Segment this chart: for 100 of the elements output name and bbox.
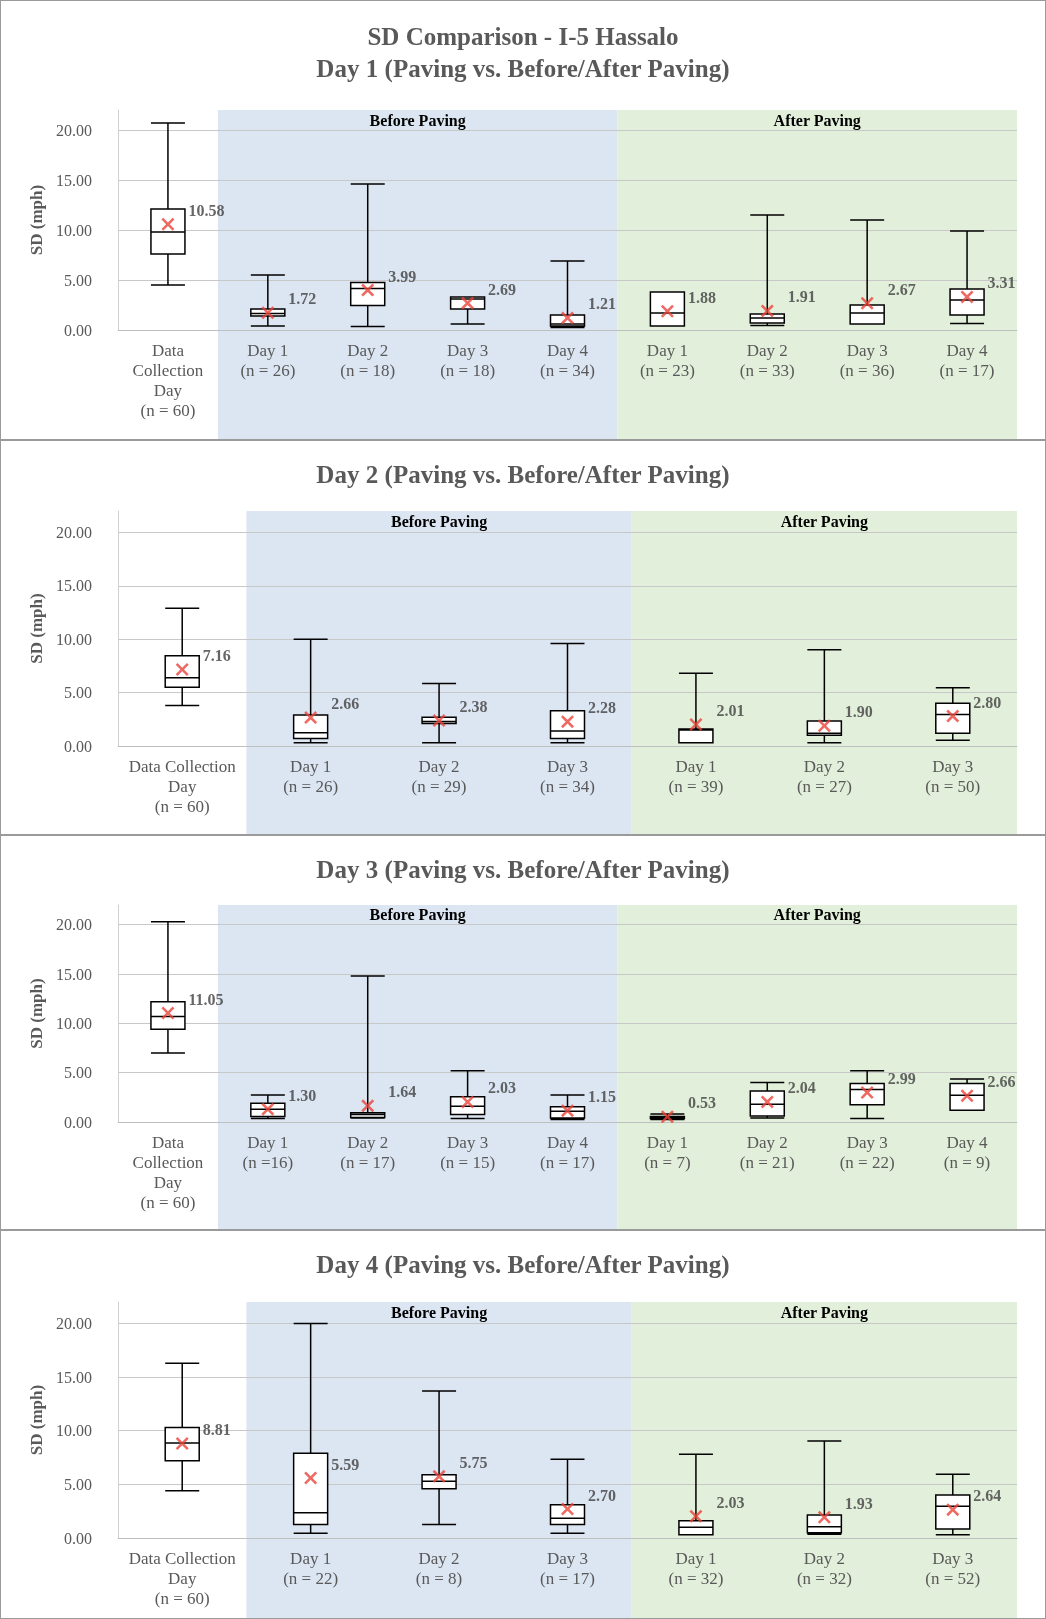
text: 2.04: [787, 1079, 816, 1097]
x-tick-label: Day 2 (n = 21): [739, 1132, 795, 1172]
y-tick-label: 5.00: [64, 684, 92, 702]
y-axis-title: SD (mph): [27, 593, 47, 664]
x-tick-label: Day 2 (n = 18): [340, 340, 396, 380]
text: 2.38: [459, 698, 488, 716]
text: 2.66: [331, 695, 360, 713]
x-tick-label: Data Collection Day (n = 60): [128, 756, 237, 816]
y-tick-label: 20.00: [56, 916, 92, 934]
y-tick-label: 10.00: [56, 1422, 92, 1440]
y-tick-label: 0.00: [64, 1113, 92, 1131]
text: 2.67: [887, 280, 916, 298]
text: 7.16: [202, 647, 231, 665]
band-label: After Paving: [773, 111, 861, 130]
x-tick-label: Day 4 (n = 34): [540, 340, 595, 380]
text: 11.05: [188, 990, 224, 1008]
chart-title: Day 2 (Paving vs. Before/After Paving): [316, 461, 730, 489]
x-tick-label: Day 3 (n = 17): [540, 1548, 595, 1588]
x-tick-label: Day 3 (n = 52): [925, 1548, 981, 1588]
x-tick-label: Data Collection Day (n = 60): [128, 1548, 237, 1608]
text: 2.64: [973, 1487, 1002, 1505]
chart-title: Day 3 (Paving vs. Before/After Paving): [316, 856, 730, 884]
band-label: Before Paving: [369, 906, 466, 925]
text: 2.03: [488, 1079, 517, 1097]
x-tick-label: Day 3 (n = 15): [440, 1132, 496, 1172]
chart-title: Day 4 (Paving vs. Before/After Paving): [316, 1251, 730, 1279]
y-tick-label: 10.00: [56, 1014, 92, 1032]
x-tick-label: Day 3 (n = 18): [440, 340, 496, 380]
band-label: Before Paving: [391, 513, 488, 532]
y-tick-label: 20.00: [56, 121, 92, 139]
band-label: After Paving: [780, 513, 868, 532]
x-tick-label: Day 4 (n = 17): [939, 340, 995, 380]
y-tick-label: 20.00: [56, 523, 92, 541]
text: 1.64: [388, 1083, 417, 1101]
x-tick-label: Day 1 (n = 7): [644, 1132, 691, 1172]
text: 8.81: [202, 1420, 231, 1438]
x-tick-label: Day 1 (n = 26): [283, 756, 339, 796]
x-tick-label: Day 1 (n =16): [242, 1132, 294, 1172]
x-tick-label: Day 2 (n = 17): [340, 1132, 396, 1172]
text: 2.99: [887, 1070, 916, 1088]
text: 3.99: [388, 267, 417, 285]
x-tick-label: Day 3 (n = 22): [839, 1132, 895, 1172]
x-tick-label: Day 2 (n = 8): [415, 1548, 463, 1588]
y-tick-label: 10.00: [56, 630, 92, 648]
text: 5.59: [331, 1455, 360, 1473]
text: 1.15: [588, 1088, 616, 1106]
band-label: Before Paving: [391, 1304, 488, 1323]
text: 2.28: [588, 699, 616, 717]
chart-title: SD Comparison - I-5 Hassalo: [367, 23, 679, 50]
x-tick-label: Day 2 (n = 33): [739, 340, 795, 380]
band-label: Before Paving: [369, 111, 466, 130]
text: 2.69: [488, 280, 517, 298]
y-tick-label: 0.00: [64, 737, 92, 755]
y-tick-label: 15.00: [56, 965, 92, 983]
x-tick-label: Day 4 (n = 9): [943, 1132, 991, 1172]
x-tick-label: Day 1 (n = 39): [668, 756, 724, 796]
y-tick-label: 0.00: [64, 321, 92, 339]
y-axis-title: SD (mph): [27, 1384, 47, 1456]
x-tick-label: Day 2 (n = 27): [796, 756, 852, 796]
text: 2.80: [973, 693, 1002, 711]
band-label: After Paving: [780, 1304, 868, 1323]
y-axis-title: SD (mph): [27, 184, 47, 256]
text: 2.70: [588, 1486, 616, 1504]
text: 1.72: [288, 290, 317, 308]
text: 2.66: [987, 1073, 1016, 1091]
text: 2.03: [716, 1493, 745, 1511]
text: 5.75: [459, 1453, 488, 1471]
x-tick-label: Day 3 (n = 50): [925, 756, 981, 796]
x-tick-label: Day 1 (n = 26): [240, 340, 296, 380]
y-tick-label: 15.00: [56, 1368, 92, 1386]
text: 10.58: [188, 201, 225, 219]
text: 2.01: [716, 702, 745, 720]
x-tick-label: Day 3 (n = 34): [540, 756, 595, 796]
text: 1.30: [288, 1086, 317, 1104]
y-tick-label: 0.00: [64, 1529, 92, 1547]
x-tick-label: Data Collection Day (n = 60): [132, 340, 204, 420]
y-tick-label: 15.00: [56, 577, 92, 595]
y-tick-label: 5.00: [64, 271, 92, 289]
x-tick-label: Day 4 (n = 17): [540, 1132, 595, 1172]
text: 1.91: [787, 288, 816, 306]
y-tick-label: 20.00: [56, 1314, 92, 1332]
text: 1.88: [687, 288, 716, 306]
chart-subtitle: Day 1 (Paving vs. Before/After Paving): [316, 55, 730, 83]
y-tick-label: 15.00: [56, 171, 92, 189]
x-tick-label: Day 1 (n = 32): [668, 1548, 724, 1588]
x-tick-label: Day 2 (n = 29): [411, 756, 467, 796]
y-tick-label: 5.00: [64, 1064, 92, 1082]
x-tick-label: Day 1 (n = 22): [283, 1548, 339, 1588]
text: 0.53: [687, 1094, 716, 1112]
x-tick-label: Day 1 (n = 23): [639, 340, 695, 380]
y-axis-title: SD (mph): [27, 978, 47, 1049]
text: 1.90: [844, 703, 873, 721]
band-label: After Paving: [773, 906, 861, 925]
text: 1.21: [588, 295, 616, 313]
x-tick-label: Data Collection Day (n = 60): [132, 1132, 204, 1212]
x-tick-label: Day 3 (n = 36): [839, 340, 895, 380]
y-tick-label: 5.00: [64, 1475, 92, 1493]
y-tick-label: 10.00: [56, 221, 92, 239]
text: 3.31: [987, 274, 1016, 292]
x-tick-label: Day 2 (n = 32): [796, 1548, 852, 1588]
